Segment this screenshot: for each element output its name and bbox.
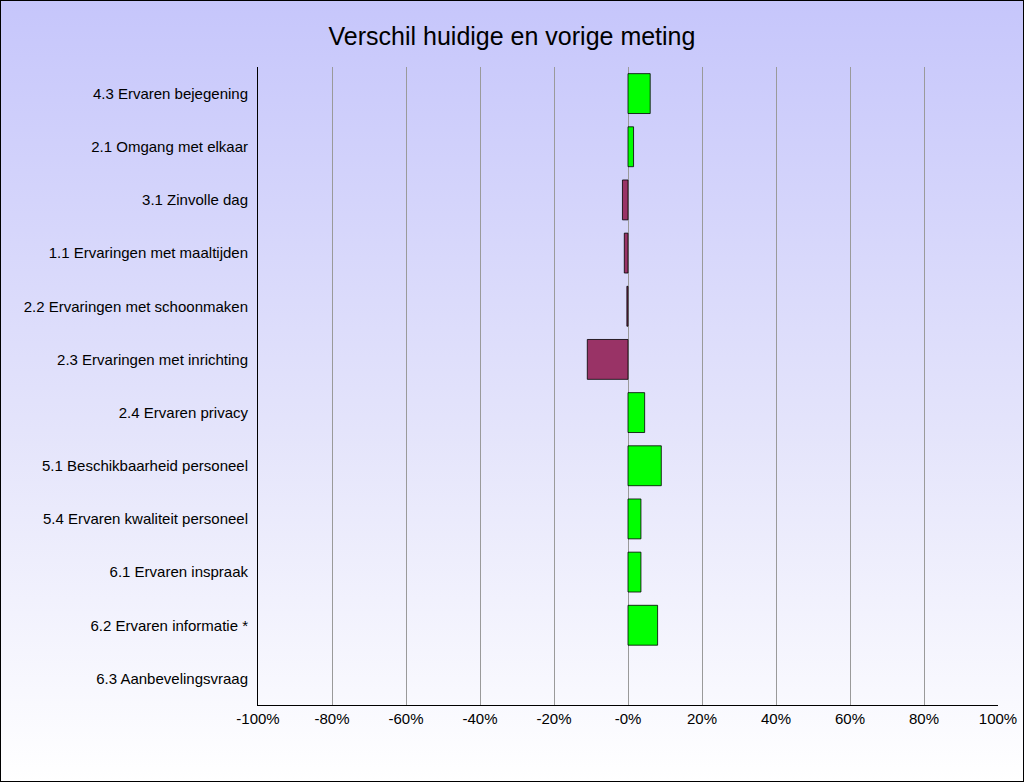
svg-text:2.2 Ervaringen met schoonmaken: 2.2 Ervaringen met schoonmaken	[24, 298, 248, 315]
svg-text:40%: 40%	[761, 710, 791, 727]
svg-text:100%: 100%	[979, 710, 1017, 727]
svg-text:-40%: -40%	[462, 710, 497, 727]
svg-text:-20%: -20%	[536, 710, 571, 727]
svg-text:-80%: -80%	[314, 710, 349, 727]
svg-text:Verschil huidige en vorige met: Verschil huidige en vorige meting	[329, 22, 696, 50]
svg-text:2.1 Omgang met elkaar: 2.1 Omgang met elkaar	[91, 138, 248, 155]
svg-text:2.4 Ervaren privacy: 2.4 Ervaren privacy	[119, 404, 249, 421]
svg-text:3.1 Zinvolle dag: 3.1 Zinvolle dag	[142, 191, 248, 208]
svg-text:60%: 60%	[835, 710, 865, 727]
svg-text:5.4 Ervaren kwaliteit personee: 5.4 Ervaren kwaliteit personeel	[43, 510, 248, 527]
svg-text:6.1 Ervaren inspraak: 6.1 Ervaren inspraak	[110, 563, 249, 580]
svg-text:4.3 Ervaren bejegening: 4.3 Ervaren bejegening	[93, 85, 248, 102]
svg-text:80%: 80%	[909, 710, 939, 727]
svg-text:-0%: -0%	[615, 710, 642, 727]
svg-text:5.1 Beschikbaarheid personeel: 5.1 Beschikbaarheid personeel	[42, 457, 248, 474]
svg-text:6.3 Aanbevelingsvraag: 6.3 Aanbevelingsvraag	[96, 670, 248, 687]
svg-text:20%: 20%	[687, 710, 717, 727]
svg-text:-100%: -100%	[236, 710, 279, 727]
svg-text:1.1 Ervaringen met maaltijden: 1.1 Ervaringen met maaltijden	[49, 244, 248, 261]
svg-text:-60%: -60%	[388, 710, 423, 727]
svg-text:6.2 Ervaren informatie *: 6.2 Ervaren informatie *	[90, 617, 248, 634]
svg-text:2.3 Ervaringen met inrichting: 2.3 Ervaringen met inrichting	[57, 351, 248, 368]
